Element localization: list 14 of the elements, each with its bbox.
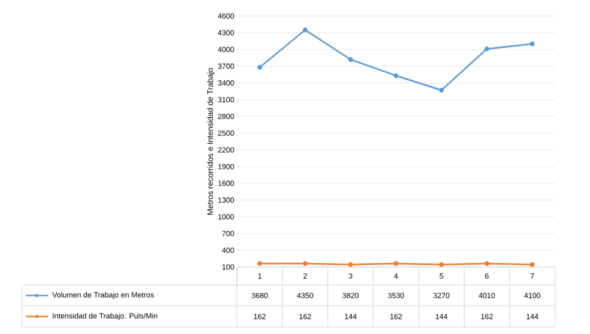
point <box>302 28 308 32</box>
point <box>348 262 353 267</box>
point <box>257 261 262 266</box>
point <box>439 262 444 267</box>
point <box>439 88 444 93</box>
point <box>530 41 535 46</box>
point <box>394 73 398 78</box>
point <box>302 261 308 266</box>
point <box>257 64 262 70</box>
point <box>484 46 490 52</box>
point <box>348 57 353 62</box>
point <box>530 262 535 267</box>
point <box>394 261 398 266</box>
point <box>484 261 490 266</box>
